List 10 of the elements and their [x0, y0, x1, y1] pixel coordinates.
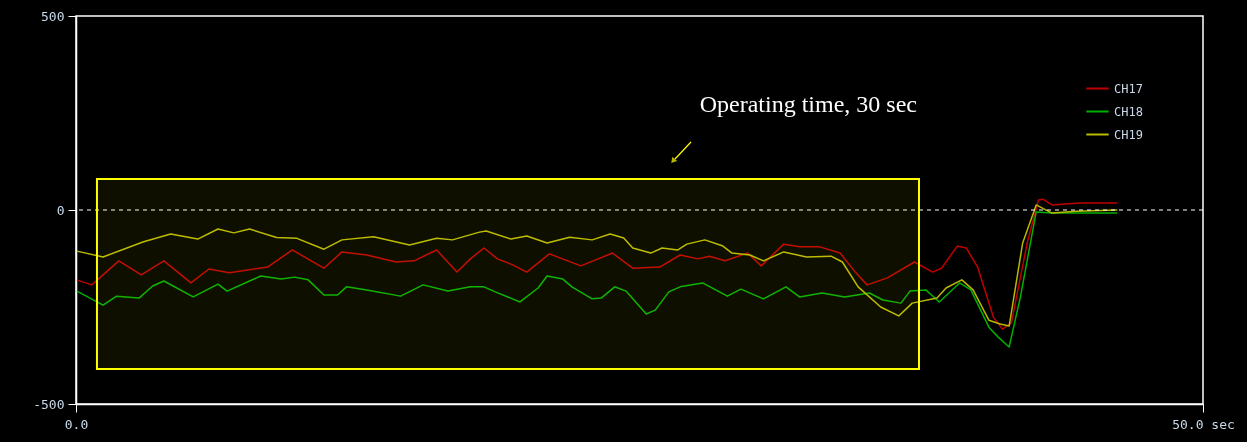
legend-label: CH18 [1114, 104, 1143, 119]
y-tick-label: -500 [33, 396, 65, 412]
y-tick-label: 500 [41, 8, 65, 24]
x-tick-label: 50.0 sec [1172, 416, 1235, 432]
legend-label: CH19 [1114, 127, 1143, 142]
band-label: Operating time, 30 sec [699, 91, 917, 117]
y-tick-label: 0 [56, 202, 65, 218]
line-series [76, 211, 1119, 348]
x-tick-label: 0.0 [64, 416, 89, 432]
legend-label: CH17 [1114, 81, 1143, 96]
